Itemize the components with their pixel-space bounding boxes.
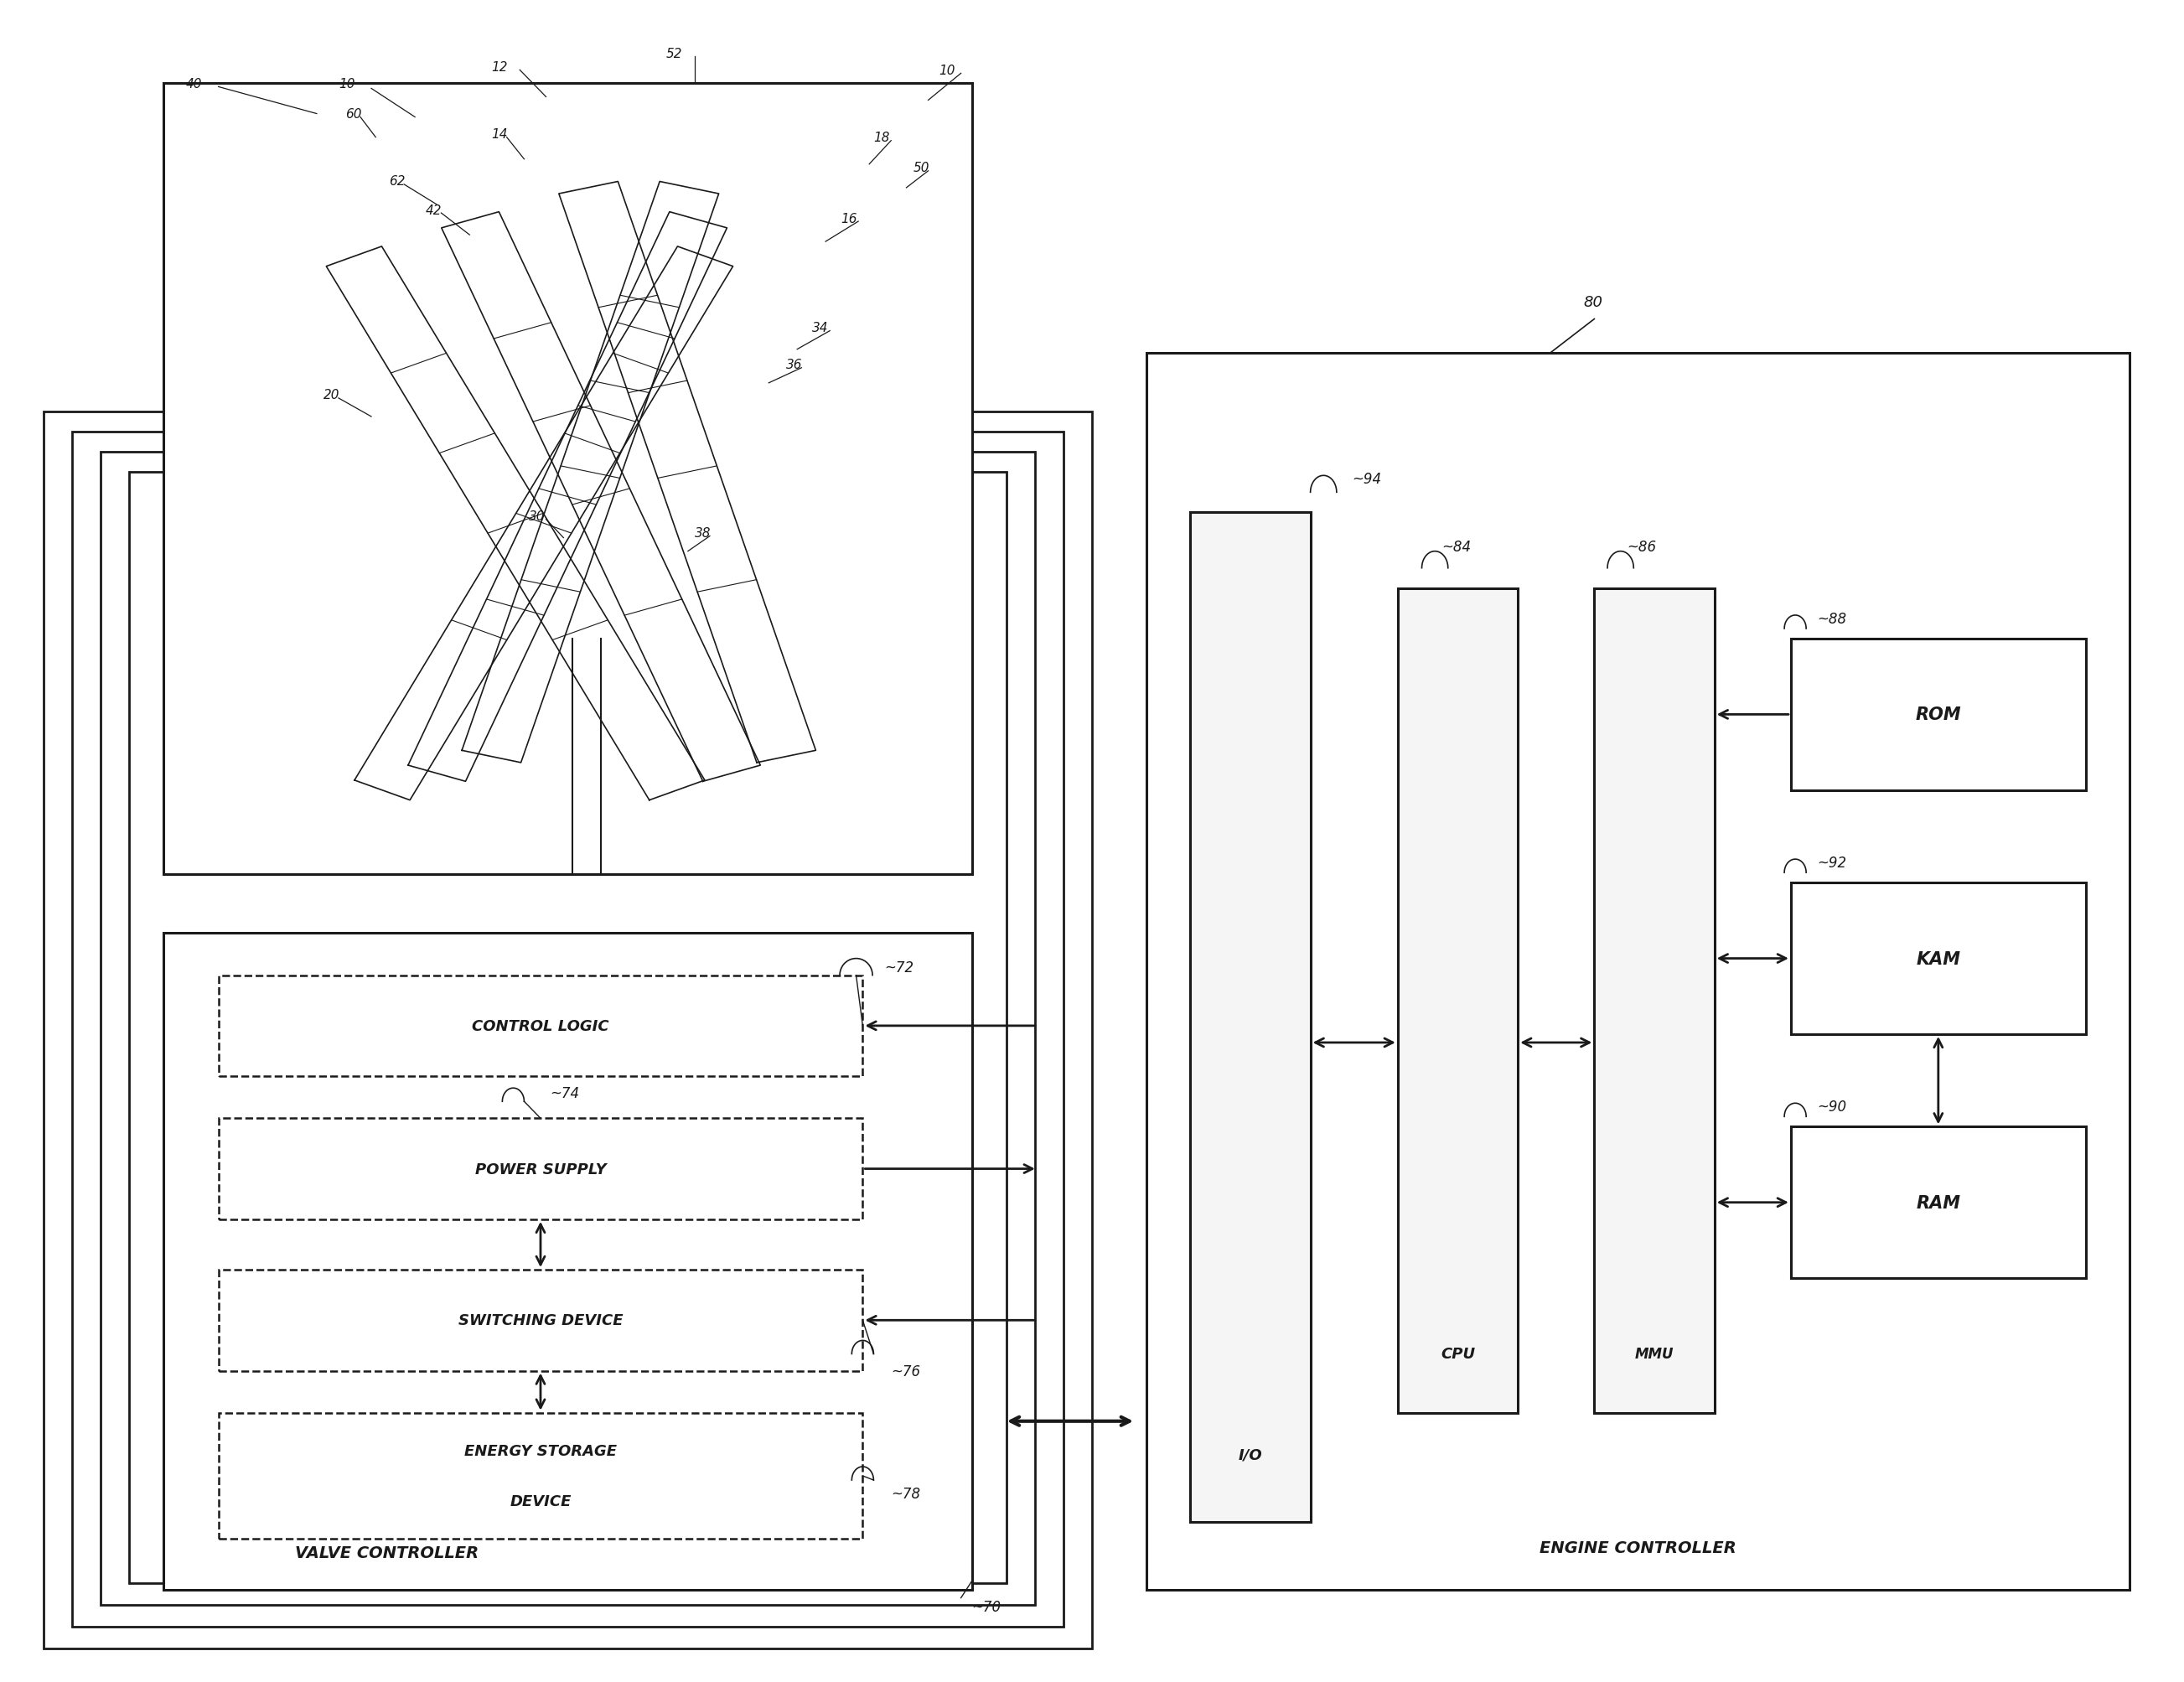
- Text: 18: 18: [874, 131, 889, 145]
- Text: ~70: ~70: [972, 1600, 1000, 1613]
- Text: ~84: ~84: [1441, 540, 1470, 553]
- Bar: [72, 432, 1064, 1626]
- Bar: [218, 1270, 863, 1371]
- Bar: [1791, 639, 2086, 791]
- Text: 42: 42: [426, 204, 441, 217]
- Text: 40: 40: [186, 77, 201, 91]
- Text: 20: 20: [323, 389, 339, 402]
- Bar: [1791, 883, 2086, 1034]
- Text: ~74: ~74: [550, 1087, 579, 1100]
- Text: 62: 62: [389, 175, 404, 188]
- Bar: [44, 412, 1092, 1648]
- Bar: [164, 934, 972, 1589]
- Text: 12: 12: [491, 61, 507, 74]
- Text: ~86: ~86: [1627, 540, 1655, 553]
- Text: I/O: I/O: [1238, 1448, 1262, 1462]
- Text: CPU: CPU: [1441, 1347, 1474, 1361]
- Bar: [1398, 589, 1518, 1413]
- Bar: [1147, 353, 2129, 1589]
- Text: ~76: ~76: [891, 1364, 919, 1378]
- Text: 10: 10: [339, 77, 354, 91]
- Text: POWER SUPPLY: POWER SUPPLY: [474, 1162, 607, 1176]
- Bar: [218, 976, 863, 1076]
- Text: 16: 16: [841, 212, 856, 225]
- Text: 38: 38: [695, 526, 710, 540]
- Bar: [1190, 513, 1310, 1522]
- Text: ENGINE CONTROLLER: ENGINE CONTROLLER: [1540, 1539, 1736, 1556]
- Text: RAM: RAM: [1915, 1194, 1961, 1211]
- Text: ROM: ROM: [1915, 706, 1961, 723]
- Bar: [1791, 1127, 2086, 1278]
- Text: ~92: ~92: [1817, 856, 1845, 870]
- Text: 34: 34: [812, 321, 828, 335]
- Text: 50: 50: [913, 161, 928, 175]
- Text: MMU: MMU: [1636, 1347, 1673, 1361]
- Bar: [218, 1119, 863, 1219]
- Text: 10: 10: [939, 64, 954, 77]
- Text: 30: 30: [529, 510, 544, 523]
- Bar: [164, 518, 972, 875]
- Text: DEVICE: DEVICE: [509, 1494, 572, 1509]
- Text: ~78: ~78: [891, 1487, 919, 1500]
- Text: CONTROL LOGIC: CONTROL LOGIC: [472, 1019, 609, 1033]
- Text: ~88: ~88: [1817, 612, 1845, 626]
- Bar: [129, 473, 1007, 1583]
- Bar: [100, 452, 1035, 1605]
- Text: ~72: ~72: [885, 960, 913, 974]
- Text: 80: 80: [1583, 296, 1603, 309]
- Text: ENERGY STORAGE: ENERGY STORAGE: [465, 1443, 616, 1458]
- Text: 36: 36: [786, 358, 802, 372]
- Bar: [1594, 589, 1714, 1413]
- Text: KAM: KAM: [1915, 950, 1961, 967]
- Text: 60: 60: [345, 108, 360, 121]
- Text: ~94: ~94: [1352, 473, 1380, 486]
- Bar: [218, 1413, 863, 1539]
- Text: 52: 52: [666, 47, 681, 61]
- Bar: [164, 84, 972, 875]
- Text: VALVE CONTROLLER: VALVE CONTROLLER: [295, 1544, 478, 1561]
- Text: 14: 14: [491, 128, 507, 141]
- Text: ~90: ~90: [1817, 1100, 1845, 1113]
- Text: SWITCHING DEVICE: SWITCHING DEVICE: [459, 1314, 622, 1327]
